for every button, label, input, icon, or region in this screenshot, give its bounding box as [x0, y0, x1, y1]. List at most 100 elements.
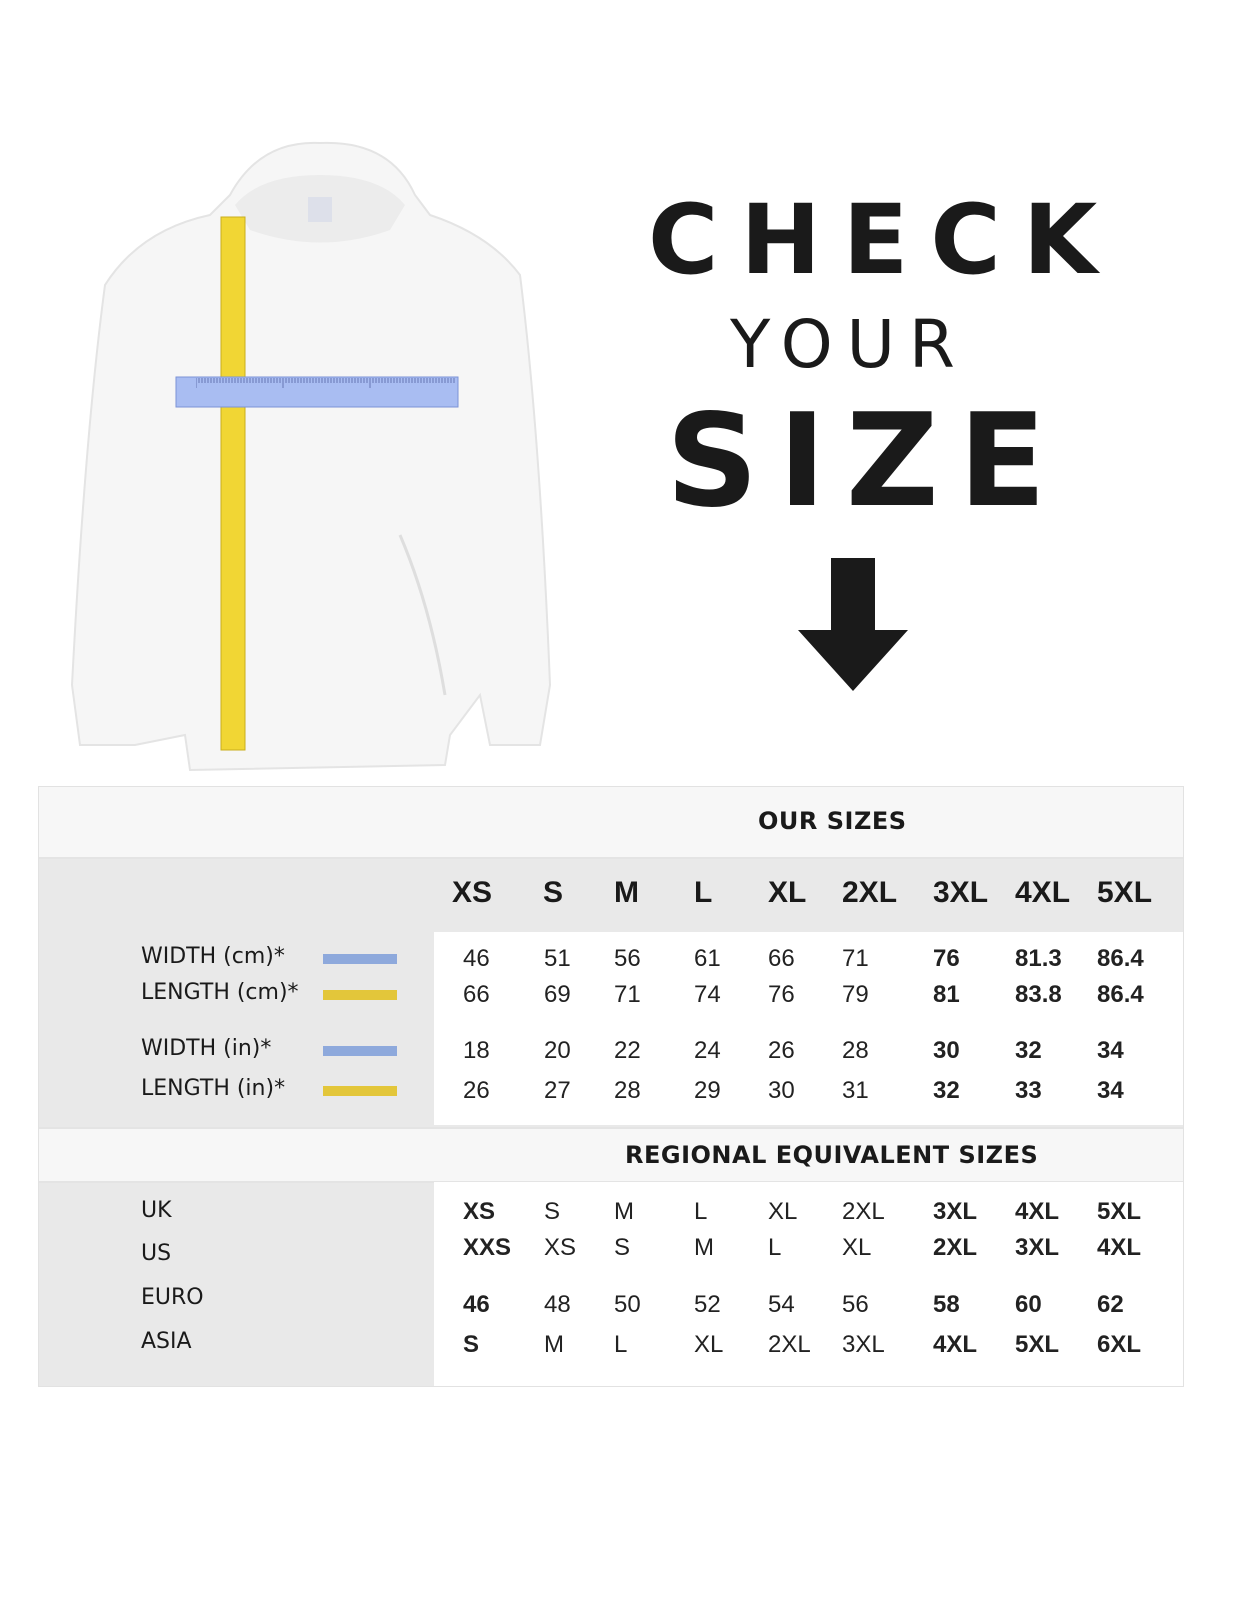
hoodie-illustration	[70, 141, 552, 772]
region-size-cell: S	[544, 1198, 561, 1225]
region-size-cell: L	[768, 1234, 782, 1261]
headline-your: YOUR	[730, 306, 969, 383]
width-swatch	[323, 1046, 397, 1056]
measurement-cell: 22	[614, 1037, 641, 1064]
region-size-cell: 56	[842, 1291, 869, 1318]
region-size-cell: 6XL	[1097, 1331, 1142, 1358]
region-size-cell: M	[614, 1198, 634, 1225]
ruler-ticks	[196, 378, 455, 388]
region-size-cell: 4XL	[1015, 1198, 1060, 1225]
region-size-cell: 2XL	[842, 1198, 885, 1225]
region-size-cell: XL	[694, 1331, 724, 1358]
measurement-label: WIDTH (cm)*	[141, 944, 285, 969]
headline-check: CHECK	[648, 184, 1120, 296]
measurement-cell: 24	[694, 1037, 721, 1064]
measurement-label: LENGTH (in)*	[141, 1076, 286, 1101]
region-size-cell: M	[544, 1331, 564, 1358]
region-size-cell: 48	[544, 1291, 571, 1318]
measurement-cell: 20	[544, 1037, 571, 1064]
size-column-header: 3XL	[933, 876, 989, 909]
region-size-cell: 3XL	[1015, 1234, 1060, 1261]
region-size-cell: L	[614, 1331, 628, 1358]
measurement-cell: 81	[933, 981, 960, 1008]
size-column-header: 4XL	[1015, 876, 1071, 909]
regional-title: REGIONAL EQUIVALENT SIZES	[625, 1141, 1039, 1169]
measurement-cell: 79	[842, 981, 869, 1008]
size-column-header: XS	[452, 876, 493, 909]
measurement-cell: 28	[842, 1037, 869, 1064]
measurement-cell: 66	[463, 981, 490, 1008]
measurement-cell: 61	[694, 945, 721, 972]
region-size-cell: 2XL	[933, 1234, 978, 1261]
region-size-cell: 3XL	[842, 1331, 885, 1358]
region-size-cell: XL	[768, 1198, 798, 1225]
measurement-cell: 31	[842, 1077, 869, 1104]
measurement-cell: 26	[768, 1037, 795, 1064]
measurement-cell: 29	[694, 1077, 721, 1104]
region-size-cell: 46	[463, 1291, 490, 1318]
region-label: US	[141, 1241, 172, 1266]
region-size-cell: 2XL	[768, 1331, 811, 1358]
width-swatch	[323, 954, 397, 964]
measurement-cell: 69	[544, 981, 571, 1008]
region-label: EURO	[141, 1285, 204, 1310]
measurement-cell: 86.4	[1097, 945, 1144, 972]
region-size-cell: 62	[1097, 1291, 1124, 1318]
region-size-cell: S	[614, 1234, 631, 1261]
size-column-header: M	[614, 876, 639, 909]
measurement-cell: 30	[933, 1037, 960, 1064]
region-size-cell: 5XL	[1015, 1331, 1060, 1358]
length-swatch	[323, 1086, 397, 1096]
region-size-cell: XL	[842, 1234, 872, 1261]
measurement-cell: 76	[933, 945, 960, 972]
region-size-cell: 3XL	[933, 1198, 978, 1225]
measurement-cell: 34	[1097, 1077, 1124, 1104]
measurement-cell: 74	[694, 981, 721, 1008]
region-size-cell: S	[463, 1331, 480, 1358]
region-size-cell: XS	[463, 1198, 496, 1225]
our-sizes-title: OUR SIZES	[758, 807, 907, 835]
measurement-cell: 18	[463, 1037, 490, 1064]
region-label: ASIA	[141, 1329, 192, 1354]
arrow-down-icon	[798, 558, 908, 691]
size-column-header: 2XL	[842, 876, 898, 909]
measurement-cell: 32	[1015, 1037, 1042, 1064]
measurement-cell: 66	[768, 945, 795, 972]
measurement-cell: 33	[1015, 1077, 1042, 1104]
region-size-cell: 4XL	[933, 1331, 978, 1358]
measurement-cell: 28	[614, 1077, 641, 1104]
measurement-cell: 26	[463, 1077, 490, 1104]
measurement-label: WIDTH (in)*	[141, 1036, 272, 1061]
measurement-label: LENGTH (cm)*	[141, 980, 299, 1005]
measurements-area	[434, 932, 1183, 1125]
region-size-cell: XS	[544, 1234, 577, 1261]
measurement-cell: 71	[842, 945, 869, 972]
region-size-cell: 60	[1015, 1291, 1042, 1318]
region-size-cell: XXS	[463, 1234, 512, 1261]
size-column-header: S	[543, 876, 564, 909]
measurement-cell: 76	[768, 981, 795, 1008]
region-size-cell: 50	[614, 1291, 641, 1318]
measurement-cell: 56	[614, 945, 641, 972]
measurement-cell: 27	[544, 1077, 571, 1104]
headline-size: SIZE	[666, 387, 1067, 536]
region-size-cell: 58	[933, 1291, 960, 1318]
measurement-cell: 86.4	[1097, 981, 1144, 1008]
region-size-cell: 52	[694, 1291, 721, 1318]
measurement-cell: 83.8	[1015, 981, 1062, 1008]
measurement-cell: 34	[1097, 1037, 1124, 1064]
regional-area	[434, 1182, 1183, 1386]
region-size-cell: 4XL	[1097, 1234, 1142, 1261]
region-size-cell: 5XL	[1097, 1198, 1142, 1225]
region-size-cell: L	[694, 1198, 708, 1225]
size-column-header: XL	[768, 876, 807, 909]
measurement-cell: 71	[614, 981, 641, 1008]
region-label: UK	[141, 1198, 172, 1223]
size-column-header: 5XL	[1097, 876, 1153, 909]
measurement-cell: 46	[463, 945, 490, 972]
size-column-header: L	[694, 876, 713, 909]
length-swatch	[323, 990, 397, 1000]
region-size-cell: M	[694, 1234, 714, 1261]
measurement-cell: 51	[544, 945, 571, 972]
